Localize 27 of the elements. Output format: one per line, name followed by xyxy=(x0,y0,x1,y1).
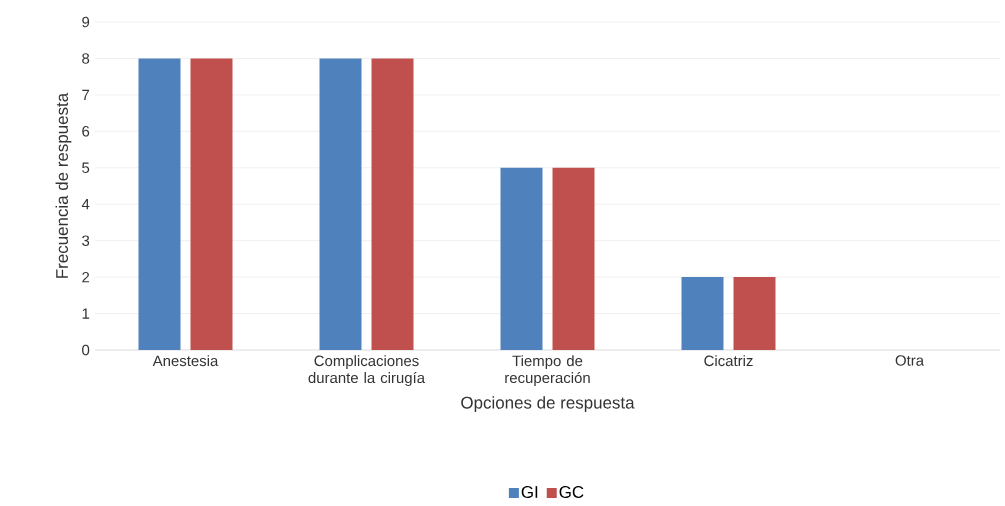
bar xyxy=(138,58,181,350)
y-tick-label: 5 xyxy=(82,162,90,173)
y-tick-label: 1 xyxy=(82,308,90,319)
x-axis-title: Opciones de respuesta xyxy=(461,396,635,412)
y-tick-label: 7 xyxy=(82,89,90,101)
x-tick-label: Complicaciones durante la cirugía xyxy=(308,355,426,387)
bar xyxy=(500,167,543,350)
y-tick-label: 2 xyxy=(82,271,90,283)
bar xyxy=(190,58,233,350)
y-tick-label: 8 xyxy=(82,53,90,64)
legend-label: GI xyxy=(521,485,538,498)
x-tick-label: Anestesia xyxy=(152,355,219,367)
x-tick-label: Otra xyxy=(895,355,925,366)
legend-label: GC xyxy=(559,485,584,498)
y-tick-label: 9 xyxy=(82,16,90,28)
bar xyxy=(319,58,362,350)
bar xyxy=(552,167,595,350)
bar xyxy=(371,58,414,350)
y-axis-title: Frecuencia de respuesta xyxy=(55,92,72,278)
y-tick-label: 4 xyxy=(81,199,90,210)
y-tick-label: 0 xyxy=(82,344,90,356)
x-tick-label: Cicatriz xyxy=(704,355,753,367)
y-tick-label: 3 xyxy=(82,235,90,246)
bar xyxy=(681,277,724,350)
y-tick-label: 6 xyxy=(82,126,90,137)
x-tick-label: Tiempo de recuperación xyxy=(505,355,590,387)
bar xyxy=(733,277,776,350)
